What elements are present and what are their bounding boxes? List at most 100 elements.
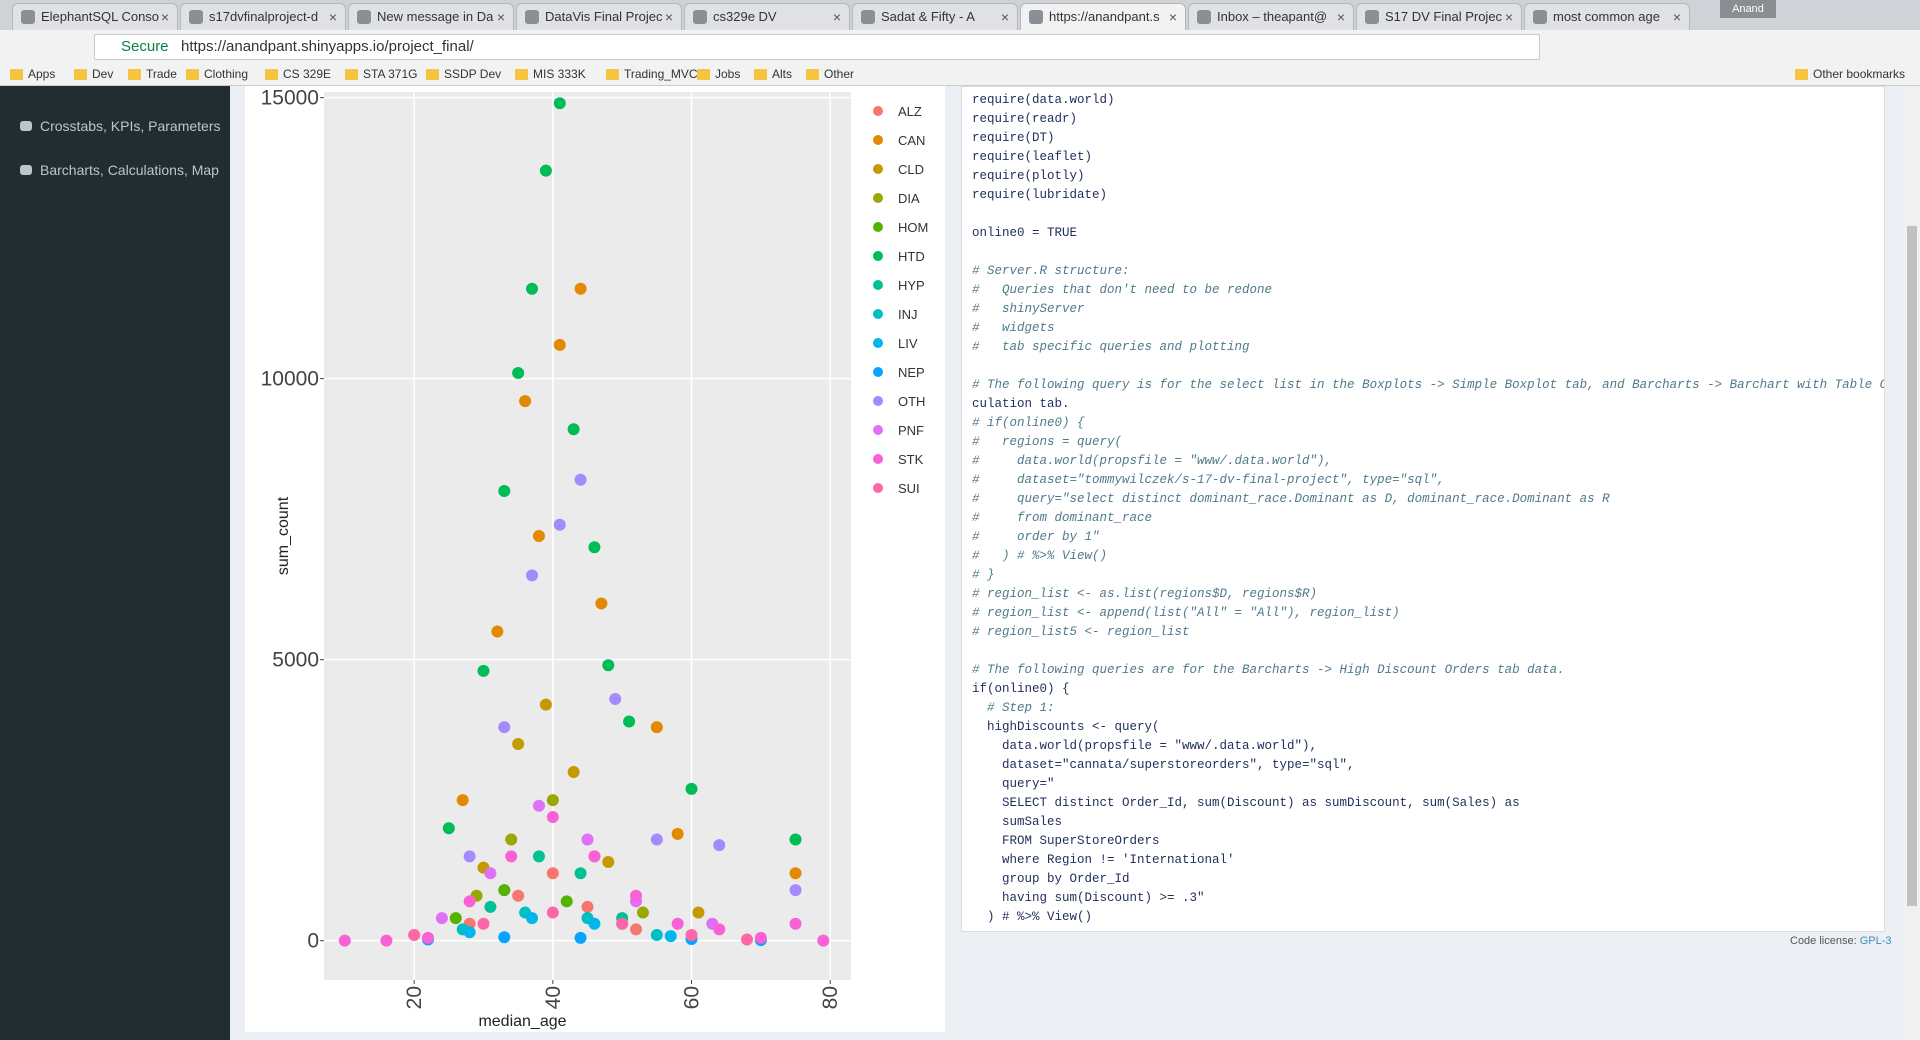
legend-label: CAN <box>898 133 925 148</box>
point <box>789 884 802 897</box>
y-tick-label: 5000 <box>272 649 319 672</box>
point <box>435 912 448 925</box>
legend-label: CLD <box>898 162 924 177</box>
code-line: where Region != 'International' <box>972 853 1235 867</box>
tab[interactable]: most common age × <box>1524 3 1690 30</box>
code-line: # region_list <- append(list("All" = "Al… <box>972 606 1400 620</box>
tab-title: Inbox – theapant@ <box>1217 9 1328 24</box>
legend-label: PNF <box>898 423 924 438</box>
point <box>602 659 615 672</box>
sidebar-item[interactable]: Barcharts, Calculations, Map <box>20 162 219 178</box>
legend-swatch <box>873 309 883 319</box>
tab[interactable]: New message in Da × <box>348 3 514 30</box>
code-line: # region_list5 <- region_list <box>972 625 1190 639</box>
code-line: require(data.world) <box>972 93 1115 107</box>
x-tick-label: 40 <box>542 986 565 1009</box>
point <box>338 934 351 947</box>
tab[interactable]: s17dvfinalproject-d × <box>180 3 346 30</box>
legend-swatch <box>873 367 883 377</box>
code-line: # The following query is for the select … <box>972 378 1885 392</box>
point <box>664 930 677 943</box>
tab-close[interactable]: × <box>328 9 337 25</box>
profile[interactable]: Anand <box>1720 0 1776 18</box>
point <box>581 900 594 913</box>
point <box>588 850 601 863</box>
tab[interactable]: S17 DV Final Projec × <box>1356 3 1522 30</box>
point <box>754 931 767 944</box>
bookmark[interactable]: MIS 333K <box>515 67 586 81</box>
code-line: query=" <box>972 777 1055 791</box>
tab-close[interactable]: × <box>496 9 505 25</box>
bookmark[interactable]: Trading_MVC <box>606 67 698 81</box>
point <box>519 395 532 408</box>
bookmark[interactable]: Clothing <box>186 67 248 81</box>
scrollbar[interactable] <box>1904 86 1920 1040</box>
point <box>623 715 636 728</box>
code-line: require(readr) <box>972 112 1078 126</box>
tab[interactable]: Inbox – theapant@ × <box>1188 3 1354 30</box>
code-line: data.world(propsfile = "www/.data.world"… <box>972 739 1318 753</box>
point <box>546 811 559 824</box>
point <box>498 884 511 897</box>
tab-close[interactable]: × <box>1168 9 1177 25</box>
point <box>567 423 580 436</box>
omnibox[interactable]: Secure https://anandpant.shinyapps.io/pr… <box>94 34 1540 60</box>
point <box>498 721 511 734</box>
point <box>498 931 511 944</box>
tab[interactable]: DataVis Final Projec × <box>516 3 682 30</box>
point <box>713 923 726 936</box>
x-axis-title: median_age <box>478 1013 566 1030</box>
tab-close[interactable]: × <box>1504 9 1513 25</box>
point <box>442 822 455 835</box>
point <box>532 850 545 863</box>
license-link[interactable]: GPL-3 <box>1859 935 1892 947</box>
point <box>456 794 469 807</box>
bookmarks-bar: Other bookmarks Apps Dev Trade Clothing CS 3… <box>0 64 1920 86</box>
tab-title: Sadat & Fifty - A <box>881 9 975 24</box>
tab-close[interactable]: × <box>664 9 673 25</box>
point <box>588 541 601 554</box>
code-line: # The following queries are for the Barc… <box>972 663 1565 677</box>
tab[interactable]: cs329e DV × <box>684 3 850 30</box>
tab-icon <box>21 10 35 24</box>
tab[interactable]: Sadat & Fifty - A × <box>852 3 1018 30</box>
point <box>449 912 462 925</box>
point <box>477 917 490 930</box>
legend-swatch <box>873 106 883 116</box>
point <box>671 827 684 840</box>
tab-close[interactable]: × <box>160 9 169 25</box>
bookmark[interactable]: Alts <box>754 67 792 81</box>
other-bookmarks[interactable]: Other bookmarks <box>1795 67 1905 81</box>
x-tick-label: 60 <box>681 986 704 1009</box>
point <box>636 906 649 919</box>
scroll-thumb[interactable] <box>1907 226 1917 906</box>
bookmark[interactable]: STA 371G <box>345 67 417 81</box>
point <box>574 473 587 486</box>
bookmark[interactable]: Apps <box>10 67 55 81</box>
tab-title: s17dvfinalproject-d <box>209 9 319 24</box>
point <box>630 889 643 902</box>
tab-strip: Anand ElephantSQL Conso × s17dvfinalprojec… <box>0 0 1920 30</box>
legend-swatch <box>873 280 883 290</box>
license: Code license: GPL-3 <box>1790 935 1892 947</box>
bookmark[interactable]: CS 329E <box>265 67 331 81</box>
tab-title: ElephantSQL Conso <box>41 9 160 24</box>
tab-close[interactable]: × <box>1672 9 1681 25</box>
bookmark[interactable]: Trade <box>128 67 177 81</box>
bookmark[interactable]: Jobs <box>697 67 740 81</box>
license-label: Code license: <box>1790 935 1857 947</box>
bookmark[interactable]: Dev <box>74 67 113 81</box>
point <box>477 664 490 677</box>
tab[interactable]: https://anandpant.s × <box>1020 3 1186 30</box>
sidebar-item[interactable]: Crosstabs, KPIs, Parameters <box>20 118 221 134</box>
tab[interactable]: ElephantSQL Conso × <box>12 3 178 30</box>
bookmark[interactable]: SSDP Dev <box>426 67 501 81</box>
tab-close[interactable]: × <box>1336 9 1345 25</box>
point <box>380 934 393 947</box>
tab-close[interactable]: × <box>832 9 841 25</box>
legend-swatch <box>873 454 883 464</box>
tab-close[interactable]: × <box>1000 9 1009 25</box>
point <box>505 833 518 846</box>
bookmark[interactable]: Other <box>806 67 854 81</box>
